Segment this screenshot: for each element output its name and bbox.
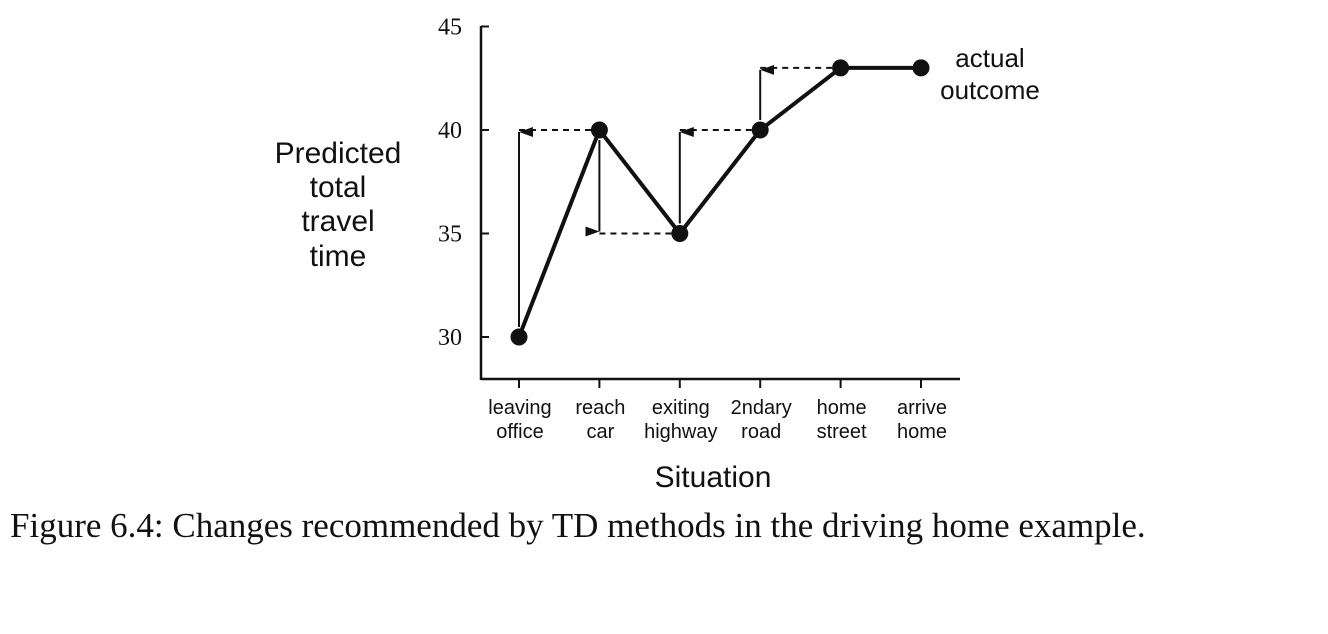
x-tick-label: home bbox=[817, 397, 867, 419]
data-point bbox=[832, 59, 850, 77]
y-tick-label-40: 40 bbox=[438, 118, 462, 144]
figure-caption: Figure 6.4: Changes recommended by TD me… bbox=[10, 506, 1146, 545]
y-axis-label-line-2: total bbox=[310, 171, 367, 204]
y-axis-label-line-1: Predicted bbox=[275, 137, 402, 170]
chart: Predicted total travel time Situation ac… bbox=[275, 15, 1040, 495]
y-tick-label-45: 45 bbox=[438, 15, 462, 41]
x-tick-label: road bbox=[741, 421, 781, 443]
x-tick-label: 2ndary bbox=[731, 397, 792, 419]
x-tick-label: home bbox=[897, 421, 947, 443]
x-tick-label: highway bbox=[644, 421, 717, 443]
x-tick-label: street bbox=[817, 421, 867, 443]
x-tick-label: arrive bbox=[897, 397, 947, 419]
y-axis-label-line-3: travel bbox=[301, 205, 374, 238]
x-tick-label: exiting bbox=[652, 397, 710, 419]
x-tick-label: leaving bbox=[488, 397, 551, 419]
data-point bbox=[751, 121, 769, 139]
data-point bbox=[510, 328, 528, 346]
data-point bbox=[671, 225, 689, 242]
x-tick-label: car bbox=[587, 421, 615, 443]
y-tick-label-30: 30 bbox=[438, 325, 462, 351]
x-tick-label: office bbox=[496, 421, 543, 443]
data-point bbox=[912, 59, 930, 77]
x-tick-label: reach bbox=[575, 397, 625, 419]
y-axis-label-line-4: time bbox=[310, 240, 367, 273]
series-line bbox=[517, 65, 921, 338]
annotation-line-1: actual bbox=[955, 43, 1024, 73]
data-point bbox=[590, 121, 608, 139]
annotation-line-2: outcome bbox=[940, 75, 1040, 105]
y-tick-label-35: 35 bbox=[438, 222, 462, 248]
x-axis-label: Situation bbox=[655, 461, 772, 494]
